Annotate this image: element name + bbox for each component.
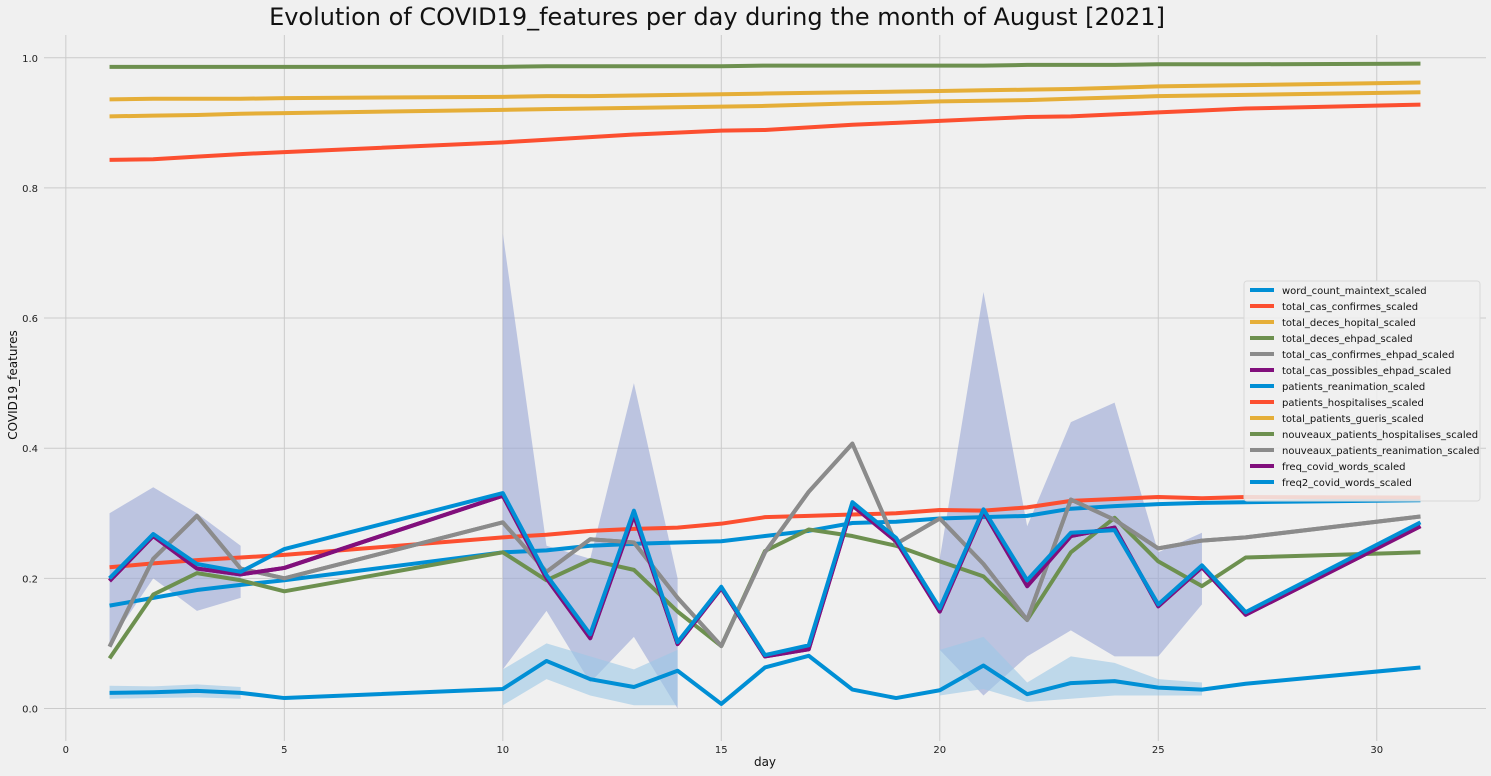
x-tick-label: 15 bbox=[715, 745, 728, 756]
series-line-total_cas_confirmes_scaled bbox=[109, 102, 1421, 162]
series-line-nouveaux_patients_reanimation_scaled bbox=[107, 441, 1421, 648]
chart-title: Evolution of COVID19_features per day du… bbox=[269, 3, 1165, 31]
y-tick-label: 0.6 bbox=[22, 314, 38, 325]
series-line-patients_hospitalises_scaled bbox=[109, 494, 1421, 570]
x-tick-label: 5 bbox=[281, 745, 287, 756]
legend-label: total_cas_confirmes_ehpad_scaled bbox=[1282, 350, 1454, 361]
x-tick-label: 30 bbox=[1370, 745, 1383, 756]
legend-box bbox=[1243, 280, 1481, 502]
legend-label: nouveaux_patients_reanimation_scaled bbox=[1282, 446, 1479, 457]
legend-label: freq_covid_words_scaled bbox=[1282, 462, 1405, 473]
legend-label: total_deces_ehpad_scaled bbox=[1282, 334, 1413, 345]
series-line-total_patients_gueris_scaled bbox=[109, 90, 1421, 119]
legend-label: nouveaux_patients_hospitalises_scaled bbox=[1282, 430, 1478, 441]
x-axis-ticks: 0 5 10 15 20 25 30 bbox=[63, 745, 1383, 756]
legend-label: total_cas_possibles_ehpad_scaled bbox=[1282, 366, 1451, 377]
series-line-freq2_covid_words_scaled bbox=[108, 491, 1422, 658]
y-tick-label: 0.8 bbox=[22, 184, 38, 195]
y-tick-label: 1.0 bbox=[22, 54, 38, 65]
legend-label: total_cas_confirmes_scaled bbox=[1282, 302, 1418, 313]
legend-label: total_patients_gueris_scaled bbox=[1282, 414, 1424, 425]
legend-label: patients_reanimation_scaled bbox=[1282, 382, 1425, 393]
legend-label: total_deces_hopital_scaled bbox=[1282, 318, 1416, 329]
y-axis-ticks: 0.0 0.2 0.4 0.6 0.8 1.0 bbox=[22, 54, 38, 716]
legend-label: patients_hospitalises_scaled bbox=[1282, 398, 1424, 409]
y-tick-label: 0.0 bbox=[22, 704, 38, 715]
y-tick-label: 0.4 bbox=[22, 444, 38, 455]
series-line-total_deces_ehpad_scaled bbox=[109, 61, 1421, 69]
confidence-band-upper bbox=[502, 233, 678, 709]
x-tick-label: 0 bbox=[63, 745, 69, 756]
series-line-patients_reanimation_scaled bbox=[109, 498, 1421, 608]
y-axis-label: COVID19_features bbox=[6, 330, 20, 439]
series-line-total_deces_hopital_scaled bbox=[109, 80, 1421, 102]
x-tick-label: 10 bbox=[496, 745, 509, 756]
x-axis-label: day bbox=[754, 755, 776, 769]
x-tick-label: 20 bbox=[933, 745, 946, 756]
series-line-word_count_maintext_scaled bbox=[109, 653, 1421, 706]
legend-label: word_count_maintext_scaled bbox=[1282, 286, 1427, 297]
legend-label: freq2_covid_words_scaled bbox=[1282, 478, 1412, 489]
legend: word_count_maintext_scaled total_cas_conf… bbox=[1243, 280, 1481, 502]
x-tick-label: 25 bbox=[1152, 745, 1165, 756]
series-lines bbox=[107, 61, 1422, 706]
confidence-band-lower bbox=[502, 643, 678, 706]
y-tick-label: 0.2 bbox=[22, 574, 38, 585]
